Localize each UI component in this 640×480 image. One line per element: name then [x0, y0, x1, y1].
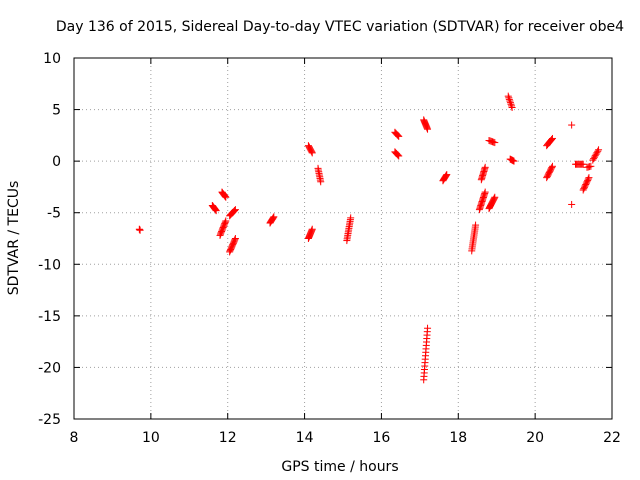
data-point [592, 150, 600, 158]
data-point [221, 218, 229, 226]
y-tick-label: -15 [38, 309, 61, 325]
data-point [424, 125, 432, 133]
data-point [587, 162, 595, 170]
y-tick-label: 10 [43, 51, 61, 67]
data-point [395, 132, 403, 140]
data-point [394, 151, 402, 159]
y-tick-label: -25 [38, 412, 61, 428]
data-point [584, 175, 592, 183]
data-point [508, 104, 516, 112]
data-point [395, 152, 403, 160]
data-point [579, 160, 587, 168]
data-point [490, 194, 498, 202]
data-point [231, 206, 239, 214]
data-point [221, 193, 229, 201]
data-points [135, 92, 603, 384]
data-point [308, 149, 316, 157]
data-point [212, 206, 220, 214]
data-point [443, 171, 451, 179]
y-tick-label: -10 [38, 257, 61, 273]
data-point [505, 95, 513, 103]
data-point [472, 221, 480, 229]
data-point [230, 207, 238, 215]
data-point [568, 121, 576, 129]
data-point [594, 147, 602, 155]
data-point [222, 193, 230, 201]
x-tick-label: 20 [526, 430, 544, 446]
data-point [507, 100, 515, 108]
x-tick-label: 22 [603, 430, 621, 446]
data-point [593, 149, 601, 157]
y-tick-label: 5 [52, 103, 61, 119]
data-point [548, 134, 556, 142]
plot-frame [73, 57, 613, 420]
data-point [231, 235, 239, 242]
data-point [269, 215, 277, 223]
data-point [590, 155, 598, 163]
ticks: 8 10 12 14 16 18 20 22 -25 -20 -15 -10 -5 0 5 10 [38, 51, 621, 446]
data-point [591, 152, 599, 160]
data-point [491, 139, 499, 147]
data-point [347, 214, 355, 222]
data-point [442, 171, 450, 179]
data-point [481, 188, 489, 196]
data-point [222, 217, 230, 225]
data-point [510, 157, 518, 165]
data-point [590, 153, 598, 161]
data-point [424, 324, 432, 332]
x-tick-label: 12 [219, 430, 237, 446]
data-point [548, 162, 556, 170]
y-tick-label: -5 [47, 206, 61, 222]
data-point [481, 163, 489, 171]
data-point [589, 156, 597, 164]
x-tick-label: 16 [373, 430, 391, 446]
data-point [504, 92, 512, 100]
x-axis-title: GPS time / hours [281, 459, 398, 475]
x-tick-label: 18 [449, 430, 467, 446]
data-point [136, 226, 144, 234]
data-point [568, 200, 576, 208]
data-point [508, 102, 516, 110]
data-point [393, 150, 401, 158]
data-point [308, 148, 316, 156]
y-tick-label: 0 [52, 154, 61, 170]
data-point [506, 99, 514, 107]
data-point [211, 205, 219, 213]
data-point [491, 193, 499, 201]
data-point [270, 213, 278, 221]
data-point [212, 207, 220, 215]
data-point [221, 192, 229, 200]
data-point [548, 164, 556, 172]
data-point [394, 132, 402, 140]
y-tick-label: -20 [38, 360, 61, 376]
data-point [317, 178, 325, 186]
data-point [595, 146, 603, 154]
data-point [308, 225, 316, 233]
data-point [231, 236, 239, 244]
data-point [548, 135, 556, 143]
y-axis-title: SDTVAR / TECUs [6, 181, 22, 296]
data-point [393, 131, 401, 139]
data-point [505, 94, 513, 102]
data-point [506, 97, 514, 105]
x-tick-label: 8 [70, 430, 79, 446]
data-point [442, 172, 450, 180]
chart-title: Day 136 of 2015, Sidereal Day-to-day VTE… [56, 19, 624, 35]
x-tick-label: 14 [296, 430, 314, 446]
x-tick-label: 10 [142, 430, 160, 446]
grid [74, 58, 612, 419]
data-point [585, 174, 593, 182]
data-point [269, 214, 277, 222]
data-point [231, 207, 239, 215]
